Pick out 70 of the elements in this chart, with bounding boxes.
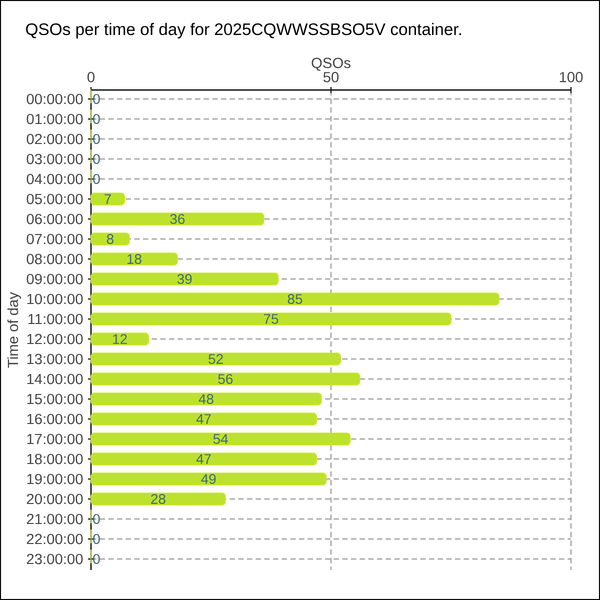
y-tick-label: 02:00:00 <box>26 134 83 144</box>
bar <box>90 232 130 246</box>
chart-title: QSOs per time of day for 2025CQWWSSBSO5V container. <box>26 22 461 38</box>
bar <box>90 472 327 486</box>
x-axis-title: QSOs <box>312 58 350 71</box>
data-label: 85 <box>288 294 302 304</box>
y-tick-label: 23:00:00 <box>26 554 83 564</box>
data-label: 39 <box>177 274 192 284</box>
data-label: 0 <box>93 134 100 144</box>
x-tick-label: 50 <box>323 72 339 82</box>
bar <box>90 212 264 226</box>
data-label: 0 <box>93 114 100 124</box>
y-tick-label: 07:00:00 <box>26 234 83 244</box>
y-tick-label: 05:00:00 <box>26 194 83 204</box>
data-label: 52 <box>208 354 223 364</box>
bar <box>90 452 318 466</box>
data-label: 48 <box>198 394 214 404</box>
data-label: 28 <box>151 494 166 504</box>
data-label: 0 <box>93 554 100 564</box>
y-tick-label: 20:00:00 <box>26 494 83 504</box>
data-label: 0 <box>93 174 100 184</box>
y-tick-label: 03:00:00 <box>26 154 83 164</box>
bar <box>90 192 125 206</box>
bar <box>90 492 226 506</box>
y-tick-label: 00:00:00 <box>26 94 83 104</box>
bar <box>90 292 500 306</box>
data-label: 0 <box>93 154 100 164</box>
bar <box>90 432 351 446</box>
data-label: 8 <box>106 234 114 244</box>
bar <box>90 272 279 286</box>
y-tick-label: 11:00:00 <box>28 314 83 324</box>
y-tick-label: 01:00:00 <box>26 114 83 124</box>
bar <box>90 412 318 426</box>
data-label: 49 <box>201 474 216 484</box>
y-tick-label: 19:00:00 <box>27 474 83 484</box>
y-tick-label: 10:00:00 <box>27 294 83 304</box>
x-tick-label: 100 <box>560 72 583 82</box>
data-label: 0 <box>93 94 100 104</box>
y-tick-label: 14:00:00 <box>27 374 83 384</box>
bar <box>90 392 322 406</box>
data-label: 47 <box>196 414 211 424</box>
data-label: 75 <box>264 314 278 324</box>
data-label: 18 <box>127 254 142 264</box>
data-label: 7 <box>104 194 111 204</box>
bar <box>90 332 149 346</box>
y-tick-label: 16:00:00 <box>27 414 83 424</box>
y-tick-label: 13:00:00 <box>27 354 83 364</box>
data-label: 12 <box>113 334 127 344</box>
x-tick-label: 0 <box>87 72 94 82</box>
y-tick-label: 08:00:00 <box>26 254 83 264</box>
y-tick-label: 04:00:00 <box>26 174 83 184</box>
y-tick-label: 15:00:00 <box>27 394 83 404</box>
y-tick-label: 21:00:00 <box>26 514 83 524</box>
bar <box>90 352 341 366</box>
y-tick-label: 09:00:00 <box>26 274 83 284</box>
y-tick-label: 06:00:00 <box>26 214 83 224</box>
data-label: 0 <box>93 534 100 544</box>
data-label: 56 <box>218 374 233 384</box>
bar <box>90 312 452 326</box>
bar <box>90 252 178 266</box>
data-label: 47 <box>196 454 211 464</box>
y-tick-label: 12:00:00 <box>27 334 83 344</box>
y-tick-label: 17:00:00 <box>27 434 83 444</box>
y-axis-title: Time of day <box>7 292 22 368</box>
bar <box>90 372 360 386</box>
y-tick-label: 18:00:00 <box>27 454 83 464</box>
data-label: 0 <box>93 514 100 524</box>
data-label: 36 <box>170 214 185 224</box>
y-tick-label: 22:00:00 <box>26 534 83 544</box>
data-label: 54 <box>213 434 228 444</box>
